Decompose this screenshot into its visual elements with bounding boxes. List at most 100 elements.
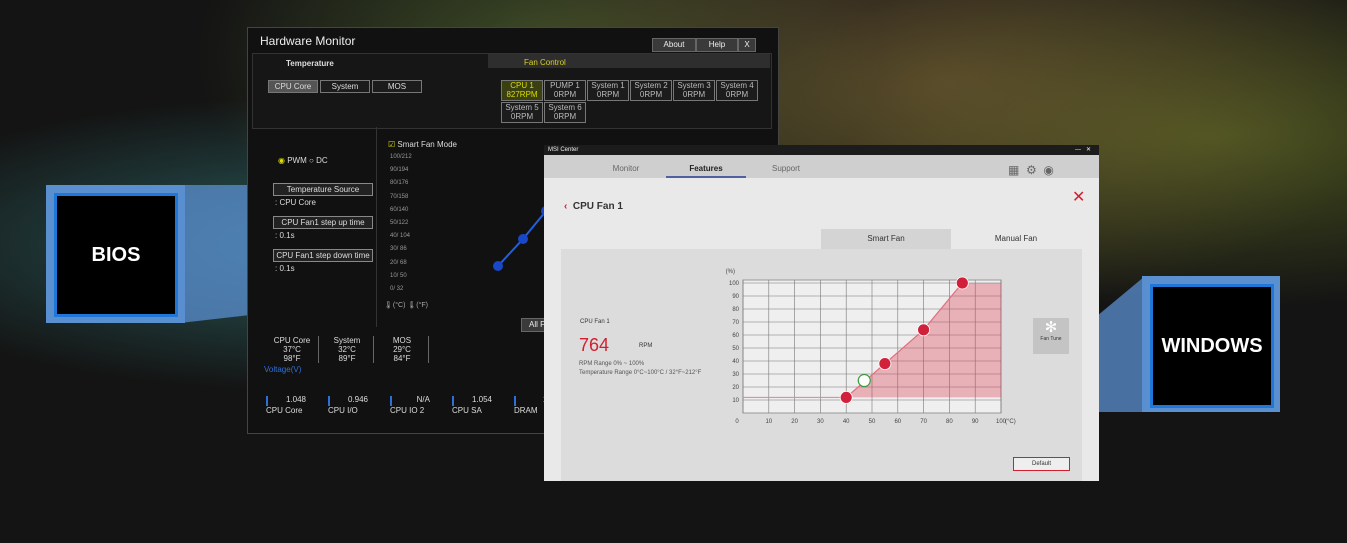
voltage-value: 1.054: [471, 395, 492, 404]
y-tick-label: 30: [732, 372, 739, 378]
voltage-marker: [452, 396, 454, 406]
fan-tab[interactable]: System 5 0RPM: [501, 102, 543, 123]
voltage-marker: [328, 396, 330, 406]
temp-c: 32°C: [338, 345, 356, 354]
default-button[interactable]: Default: [1013, 457, 1070, 471]
x-tick-label: 60: [894, 419, 901, 425]
temp-name: System: [333, 336, 361, 345]
voltage-name: DRAM: [514, 406, 538, 415]
temp-tab[interactable]: MOS: [372, 80, 422, 93]
setting-label[interactable]: CPU Fan1 step up time: [273, 216, 373, 229]
title-bar: MSI Center — ✕: [544, 145, 1099, 155]
y-tick-label: 20: [732, 385, 739, 391]
help-button[interactable]: Help: [696, 38, 738, 52]
y-label: 10/ 50: [390, 272, 407, 279]
fan-tab-rpm: 0RPM: [682, 90, 706, 99]
nav-tab[interactable]: Support: [771, 164, 801, 173]
voltage-value: N/A: [416, 395, 430, 404]
voltage-marker: [514, 396, 516, 406]
close-page[interactable]: ✕: [1072, 189, 1086, 206]
divider: [318, 336, 319, 363]
fan-header: [488, 54, 770, 68]
curve-point: [839, 390, 853, 404]
y-tick-label: 90: [732, 294, 739, 300]
msi-center-window: MSI Center — ✕ Monitor Features Support ▦ ⚙…: [544, 145, 1099, 481]
fan-tab-name: System 1: [591, 81, 625, 90]
y-label: 80/176: [390, 180, 409, 187]
manual-fan-tab[interactable]: Manual Fan: [951, 229, 1081, 249]
rpm-range: RPM Range 0% ~ 100%: [579, 361, 645, 367]
temp-tab[interactable]: CPU Core: [268, 80, 318, 93]
windows-label: WINDOWS: [1150, 284, 1274, 408]
about-button[interactable]: About: [652, 38, 696, 52]
fan-tab-rpm: 0RPM: [725, 90, 749, 99]
setting-value: : CPU Core: [275, 198, 316, 207]
fan-tab[interactable]: System 3 0RPM: [673, 80, 715, 101]
voltage-name: CPU I/O: [328, 406, 358, 415]
x-tick-label: 70: [920, 419, 927, 425]
rpm-unit: RPM: [639, 343, 653, 349]
fan-tune-button[interactable]: ✻ Fan Tune: [1033, 318, 1069, 354]
voltage-heading: Voltage(V): [264, 365, 302, 374]
nav-tab[interactable]: Monitor: [612, 164, 640, 173]
y-label: 90/194: [390, 167, 409, 174]
fan-chart: 0 10 20 30 40 50 60 70 80 90 100 10 20 30 40 50 60 70 80 90…: [726, 269, 1016, 425]
smart-fan-mode[interactable]: ☑ Smart Fan Mode: [388, 140, 457, 149]
x-tick-label: 20: [791, 419, 798, 425]
fan-tab-name: System 3: [677, 81, 711, 90]
fan-tab-rpm: 827RPM: [506, 90, 538, 99]
curve-point: [955, 276, 969, 290]
fan-tab-name: System 2: [634, 81, 668, 90]
voltage-marker: [266, 396, 268, 406]
y-label: 20/ 68: [390, 259, 407, 266]
fan-name: CPU Fan 1: [580, 319, 610, 325]
y-label: 40/ 104: [390, 233, 411, 240]
mode-pwm[interactable]: ◉ PWM ○ DC: [278, 156, 328, 165]
curve-point: [878, 357, 892, 371]
fan-tab[interactable]: CPU 1 827RPM: [501, 80, 543, 101]
label: Smart Fan Mode: [397, 140, 457, 149]
bios-label: BIOS: [54, 193, 178, 317]
voltage-value: 0.946: [347, 395, 368, 404]
fan-tab-name: System 4: [720, 81, 754, 90]
toolbar-icons[interactable]: ▦ ⚙ ◉: [1008, 163, 1054, 177]
temp-f: 84°F: [393, 354, 411, 363]
fan-tab-name: System 6: [548, 103, 582, 112]
fan-tab[interactable]: System 6 0RPM: [544, 102, 586, 123]
y-label: 30/ 86: [390, 246, 407, 253]
nav-tab[interactable]: Features: [666, 164, 746, 178]
temp-c: 29°C: [393, 345, 411, 354]
mode-label: DC: [316, 156, 328, 165]
smart-fan-tab[interactable]: Smart Fan: [821, 229, 951, 249]
y-label: 50/122: [390, 220, 409, 226]
title-text: CPU Fan 1: [572, 201, 623, 212]
y-label: 70/158: [390, 193, 409, 200]
unit-c: (°C): [392, 302, 406, 309]
fan-tab[interactable]: PUMP 1 0RPM: [544, 80, 586, 101]
temp-tab[interactable]: System: [320, 80, 370, 93]
x-tick-label: 10: [765, 419, 772, 425]
voltage-marker: [390, 396, 392, 406]
fan-tab-name: CPU 1: [510, 81, 534, 90]
x-axis-label: (°C): [1005, 419, 1016, 425]
setting-label[interactable]: Temperature Source: [273, 183, 373, 196]
fan-tune-label: Fan Tune: [1040, 336, 1062, 342]
y-tick-label: 80: [732, 307, 739, 313]
fan-tab[interactable]: System 1 0RPM: [587, 80, 629, 101]
units: 🌡(°C) 🌡(°F): [384, 302, 429, 309]
voltage-name: CPU Core: [266, 406, 303, 415]
fan-tab[interactable]: System 2 0RPM: [630, 80, 672, 101]
y-tick-label: 100: [729, 281, 740, 287]
setting-label[interactable]: CPU Fan1 step down time: [273, 249, 373, 262]
y-tick-label: 70: [732, 320, 739, 326]
temp-name: MOS: [392, 336, 412, 345]
connector-shape: [1097, 276, 1145, 412]
close-button[interactable]: X: [738, 38, 756, 52]
fan-tab[interactable]: System 4 0RPM: [716, 80, 758, 101]
page-title: ‹ CPU Fan 1: [564, 201, 623, 212]
y-tick-label: 10: [732, 398, 739, 404]
y-label: 60/140: [390, 206, 409, 213]
x-tick-label: 30: [817, 419, 824, 425]
setting-value: : 0.1s: [275, 264, 295, 273]
